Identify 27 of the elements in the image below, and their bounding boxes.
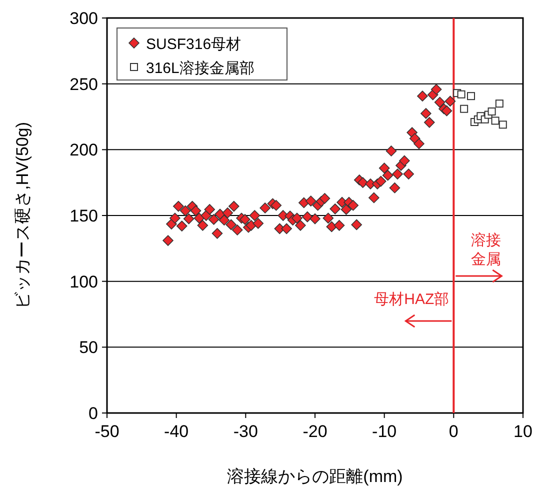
point [498,120,507,129]
y-tick-label: 200 [70,140,98,160]
x-tick-label: -30 [233,422,258,441]
point [488,107,496,116]
x-tick-label: 0 [448,422,458,441]
x-axis-title: 溶接線からの距離(mm) [227,467,403,486]
point [457,90,466,98]
annotation: 溶接金属 [471,232,501,268]
y-tick-label: 150 [70,206,98,226]
y-axis-title: ビッカース硬さ,HV(50g) [13,122,32,310]
point [491,116,500,125]
point [467,92,475,100]
x-tick-label: -50 [94,422,120,441]
point [460,104,468,113]
y-tick-label: 50 [79,338,98,358]
y-tick-label: 0 [88,404,98,423]
x-tick-label: -40 [164,422,189,441]
x-tick-label: -20 [302,422,328,441]
point [495,100,504,108]
legend-label: SUSF316母材 [146,36,242,53]
y-tick-label: 300 [70,9,98,28]
y-tick-label: 250 [70,74,98,94]
x-tick-label: -10 [372,422,397,441]
legend-label: 316L溶接金属部 [146,60,254,77]
x-tick-label: 10 [514,422,532,441]
annotation: 母材HAZ部 [374,291,450,308]
y-tick-label: 100 [70,272,98,292]
